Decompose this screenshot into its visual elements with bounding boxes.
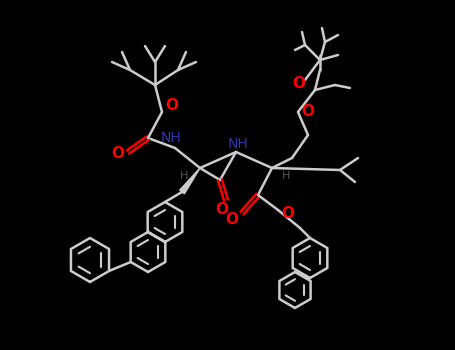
Text: NH: NH [228,137,248,151]
Polygon shape [180,168,200,194]
Text: O: O [111,147,125,161]
Text: O: O [302,105,314,119]
Text: H: H [180,171,188,181]
Text: H: H [282,171,290,181]
Text: NH: NH [161,131,182,145]
Text: O: O [216,203,228,217]
Text: O: O [293,77,305,91]
Text: O: O [226,211,238,226]
Text: O: O [282,206,294,222]
Text: O: O [166,98,178,113]
